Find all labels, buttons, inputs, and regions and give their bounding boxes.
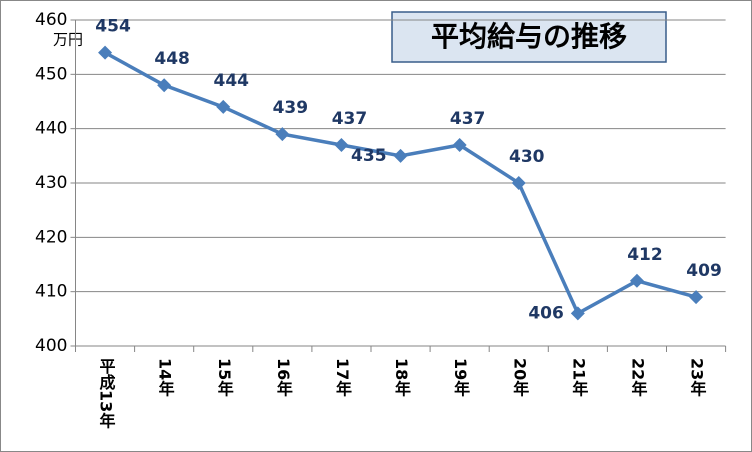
x-tick-label: 17年 (333, 358, 352, 397)
x-tick-label: 19年 (451, 358, 470, 397)
data-point (452, 137, 467, 152)
y-tick-label: 410 (35, 282, 67, 302)
data-label: 430 (509, 147, 545, 167)
y-unit: 万円 (53, 31, 83, 49)
data-point (689, 290, 704, 305)
data-point (275, 127, 290, 142)
data-point (629, 273, 644, 288)
x-tick-label: 16年 (274, 358, 293, 397)
data-point (570, 306, 585, 321)
data-point (98, 45, 113, 60)
y-tick-label: 460 (35, 10, 67, 30)
y-tick-label: 450 (35, 64, 67, 84)
data-label: 406 (528, 303, 564, 323)
x-tick-label: 18年 (392, 358, 411, 397)
data-point (157, 78, 172, 93)
data-label: 444 (214, 71, 250, 91)
x-tick-label: 平成13年 (97, 358, 116, 429)
data-label: 454 (95, 17, 131, 37)
x-tick-label: 22年 (628, 358, 647, 397)
data-label: 409 (686, 261, 722, 281)
y-tick-label: 400 (35, 336, 67, 356)
data-point (216, 99, 231, 114)
chart-title: 平均給与の推移 (431, 20, 627, 53)
data-label: 439 (273, 98, 309, 118)
data-point (393, 148, 408, 163)
x-tick-label: 20年 (510, 358, 529, 397)
y-tick-label: 440 (35, 119, 67, 139)
data-label: 437 (332, 109, 368, 129)
data-label: 448 (154, 49, 190, 69)
data-point (334, 137, 349, 152)
x-tick-label: 23年 (688, 358, 707, 397)
data-label: 437 (450, 109, 486, 129)
x-tick-label: 14年 (156, 358, 175, 397)
data-label: 412 (627, 245, 663, 265)
data-label: 435 (351, 146, 387, 166)
x-tick-label: 15年 (215, 358, 234, 397)
y-tick-label: 420 (35, 227, 67, 247)
data-point (511, 176, 526, 190)
x-tick-label: 21年 (569, 358, 588, 397)
y-tick-label: 430 (35, 173, 67, 193)
